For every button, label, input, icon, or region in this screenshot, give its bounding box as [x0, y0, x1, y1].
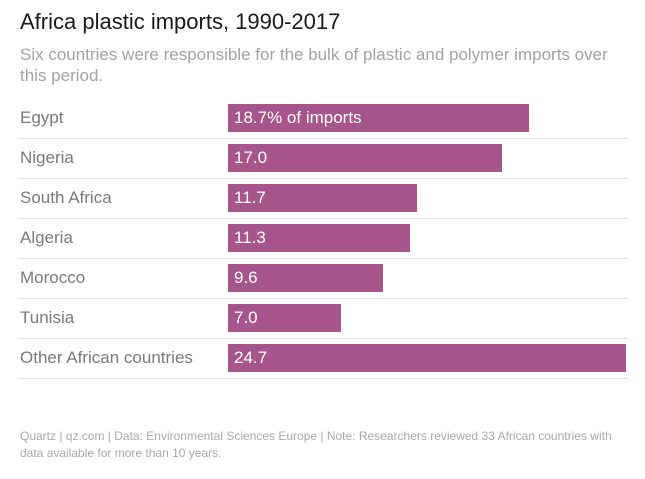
bar-row: Morocco 9.6 [18, 258, 628, 299]
category-label: Algeria [20, 228, 73, 247]
bar-row: Nigeria 17.0 [18, 138, 628, 179]
value-label: 18.7% of imports [234, 108, 362, 127]
category-label: Morocco [20, 268, 86, 287]
bar-row: Tunisia 7.0 [18, 298, 628, 339]
value-label: 17.0 [234, 148, 268, 167]
bar [228, 224, 411, 252]
value-label: 7.0 [234, 308, 258, 327]
category-label: Egypt [20, 108, 64, 127]
chart-footer: Quartz | qz.com | Data: Environmental Sc… [20, 429, 612, 460]
value-label: 9.6 [234, 268, 258, 287]
category-label: South Africa [20, 188, 112, 207]
bar-chart: Egypt 18.7% of imports Nigeria 17.0 South Af… [18, 98, 628, 380]
bar-row: Egypt 18.7% of imports [18, 98, 628, 139]
bar-row: South Africa 11.7 [18, 178, 628, 219]
bar [228, 264, 383, 292]
category-label: Tunisia [20, 308, 75, 327]
bar-row: Algeria 11.3 [18, 218, 628, 259]
category-label: Nigeria [20, 148, 74, 167]
bar [228, 144, 502, 172]
bar [228, 344, 626, 372]
value-label: 11.7 [234, 188, 266, 207]
bar [228, 184, 417, 212]
category-label: Other African countries [20, 348, 193, 367]
value-label: 11.3 [234, 228, 266, 247]
chart-title: Africa plastic imports, 1990-2017 [20, 9, 341, 34]
bar [228, 104, 530, 132]
value-label: 24.7 [234, 348, 268, 367]
bar [228, 304, 341, 332]
bar-row: Other African countries 24.7 [18, 338, 628, 379]
chart-subtitle: Six countries were responsible for the b… [20, 45, 608, 85]
